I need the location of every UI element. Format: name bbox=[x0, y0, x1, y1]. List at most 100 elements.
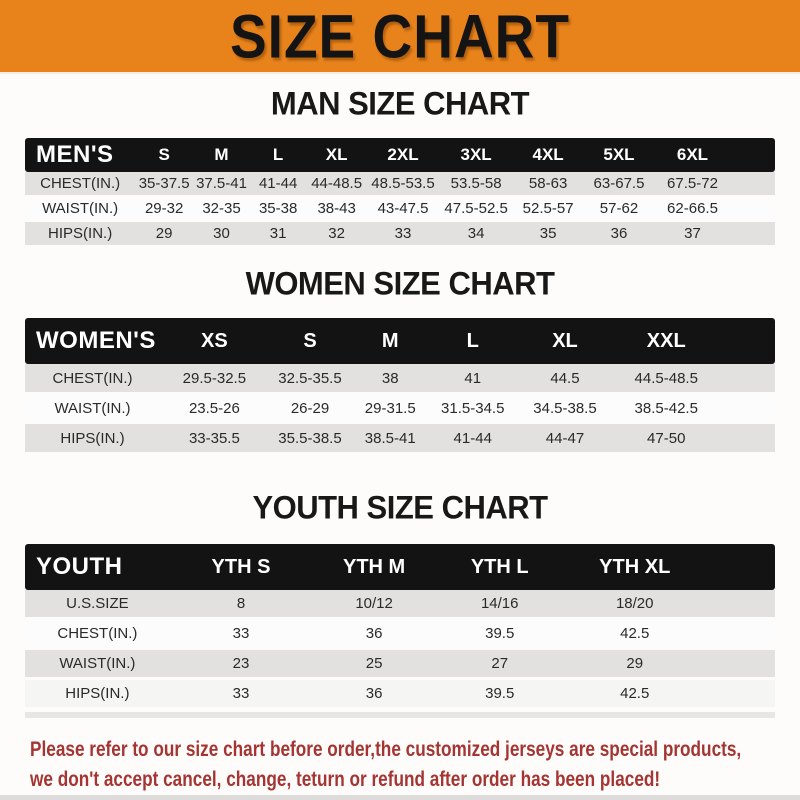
size-cell: 36 bbox=[365, 685, 383, 702]
men-size-col-header: 6XL bbox=[676, 145, 709, 164]
row-label: WAIST(IN.) bbox=[59, 655, 136, 672]
size-cell: 38 bbox=[381, 369, 399, 387]
men-table-header-row: MEN'S S M L XL 2XL 3XL 4XL 5XL 6XL bbox=[25, 138, 775, 172]
size-cell: 14/16 bbox=[480, 595, 519, 612]
row-label: HIPS(IN.) bbox=[48, 225, 113, 242]
women-size-col-header: XXL bbox=[646, 329, 686, 352]
size-cell: 29.5-32.5 bbox=[182, 369, 247, 387]
women-size-col-header: M bbox=[381, 329, 399, 352]
banner: SIZE CHART bbox=[0, 0, 800, 74]
size-cell: 58-63 bbox=[528, 175, 568, 192]
size-cell: 34 bbox=[467, 225, 485, 242]
size-cell: 31.5-34.5 bbox=[441, 399, 505, 417]
footer-note-line-2: we don't accept cancel, change, teturn o… bbox=[30, 767, 661, 791]
size-cell: 57-62 bbox=[599, 200, 639, 217]
size-cell: 42.5 bbox=[620, 625, 650, 642]
size-cell: 43-47.5 bbox=[377, 200, 429, 217]
size-cell: 33-35.5 bbox=[188, 429, 240, 447]
youth-section-heading: YOUTH SIZE CHART bbox=[252, 489, 548, 526]
size-cell: 35.5-38.5 bbox=[278, 429, 342, 447]
men-size-col-header: 4XL bbox=[532, 145, 564, 164]
men-group-label: MEN'S bbox=[36, 141, 114, 168]
size-cell: 39.5 bbox=[485, 625, 515, 642]
youth-chest-row: CHEST(IN.) 33 36 39.5 42.5 bbox=[25, 620, 775, 650]
table-bottom-strip bbox=[25, 712, 775, 718]
size-cell: 38-43 bbox=[317, 200, 356, 217]
size-cell: 29-31.5 bbox=[364, 399, 416, 417]
row-label: U.S.SIZE bbox=[66, 595, 129, 612]
size-cell: 35 bbox=[539, 225, 557, 242]
size-cell: 8 bbox=[236, 595, 246, 612]
men-waist-row: WAIST(IN.) 29-32 32-35 35-38 38-43 43-47… bbox=[25, 197, 775, 222]
size-cell: 39.5 bbox=[485, 685, 515, 702]
size-cell: 41-44 bbox=[258, 175, 298, 192]
youth-table-header-row: YOUTH YTH S YTH M YTH L YTH XL bbox=[25, 544, 775, 590]
size-cell: 44-48.5 bbox=[311, 175, 363, 192]
row-label: CHEST(IN.) bbox=[52, 369, 133, 387]
women-table-header-row: WOMEN'S XS S M L XL XXL bbox=[25, 318, 775, 364]
size-cell: 44-47 bbox=[545, 429, 585, 447]
size-cell: 26-29 bbox=[290, 399, 330, 417]
size-cell: 29 bbox=[626, 655, 644, 672]
size-cell: 25 bbox=[365, 655, 383, 672]
size-cell: 31 bbox=[269, 225, 287, 242]
size-cell: 32.5-35.5 bbox=[278, 369, 342, 387]
size-cell: 29 bbox=[155, 225, 173, 242]
men-size-col-header: L bbox=[272, 145, 284, 164]
men-size-col-header: XL bbox=[325, 145, 348, 164]
size-cell: 42.5 bbox=[620, 685, 650, 702]
youth-size-col-header: YTH XL bbox=[599, 555, 671, 578]
bottom-edge-strip bbox=[0, 795, 800, 800]
size-cell: 37 bbox=[684, 225, 701, 242]
women-hips-row: HIPS(IN.) 33-35.5 35.5-38.5 38.5-41 41-4… bbox=[25, 424, 775, 454]
size-cell: 35-38 bbox=[258, 200, 298, 217]
row-label: HIPS(IN.) bbox=[60, 429, 125, 447]
row-label: HIPS(IN.) bbox=[65, 685, 130, 702]
size-cell: 67.5-72 bbox=[667, 175, 718, 192]
women-group-label: WOMEN'S bbox=[36, 327, 156, 354]
youth-size-col-header: YTH L bbox=[470, 555, 529, 578]
youth-ussize-row: U.S.SIZE 8 10/12 14/16 18/20 bbox=[25, 590, 775, 620]
women-size-col-header: L bbox=[466, 329, 479, 352]
size-cell: 33 bbox=[232, 685, 250, 702]
men-size-col-header: 5XL bbox=[603, 145, 635, 164]
women-size-col-header: XL bbox=[552, 329, 578, 352]
youth-size-table: YOUTH YTH S YTH M YTH L YTH XL U.S.SIZE … bbox=[25, 544, 775, 710]
youth-waist-row: WAIST(IN.) 23 25 27 29 bbox=[25, 650, 775, 680]
women-chest-row: CHEST(IN.) 29.5-32.5 32.5-35.5 38 41 44.… bbox=[25, 364, 775, 394]
size-cell: 52.5-57 bbox=[522, 200, 574, 217]
size-cell: 10/12 bbox=[355, 595, 393, 612]
size-cell: 27 bbox=[491, 655, 509, 672]
row-label: CHEST(IN.) bbox=[57, 625, 138, 642]
size-cell: 36 bbox=[365, 625, 383, 642]
size-cell: 32 bbox=[328, 225, 345, 242]
size-cell: 18/20 bbox=[615, 595, 654, 612]
youth-group-label: YOUTH bbox=[36, 553, 123, 580]
size-cell: 62-66.5 bbox=[667, 200, 718, 217]
size-cell: 33 bbox=[394, 225, 412, 242]
youth-size-col-header: YTH M bbox=[343, 555, 406, 578]
size-cell: 44.5-48.5 bbox=[634, 369, 698, 387]
men-section-heading: MAN SIZE CHART bbox=[270, 85, 530, 122]
men-size-col-header: M bbox=[214, 145, 229, 164]
size-cell: 36 bbox=[610, 225, 628, 242]
size-cell: 47-50 bbox=[647, 429, 686, 447]
size-cell: 41 bbox=[464, 369, 482, 387]
size-cell: 35-37.5 bbox=[138, 175, 190, 192]
men-chest-row: CHEST(IN.) 35-37.5 37.5-41 41-44 44-48.5… bbox=[25, 172, 775, 197]
size-cell: 48.5-53.5 bbox=[371, 175, 435, 192]
men-hips-row: HIPS(IN.) 29 30 31 32 33 34 35 36 37 bbox=[25, 222, 775, 247]
men-size-col-header: S bbox=[158, 145, 170, 164]
row-label: WAIST(IN.) bbox=[54, 399, 131, 417]
size-cell: 41-44 bbox=[453, 429, 492, 447]
women-size-col-header: S bbox=[303, 329, 317, 352]
size-cell: 44.5 bbox=[550, 369, 580, 387]
row-label: WAIST(IN.) bbox=[42, 200, 119, 217]
size-cell: 23 bbox=[232, 655, 250, 672]
youth-size-col-header: YTH S bbox=[211, 555, 271, 578]
size-cell: 33 bbox=[232, 625, 250, 642]
size-cell: 29-32 bbox=[144, 200, 184, 217]
size-cell: 63-67.5 bbox=[593, 175, 645, 192]
men-size-table: MEN'S S M L XL 2XL 3XL 4XL 5XL 6XL CHEST… bbox=[25, 138, 775, 247]
